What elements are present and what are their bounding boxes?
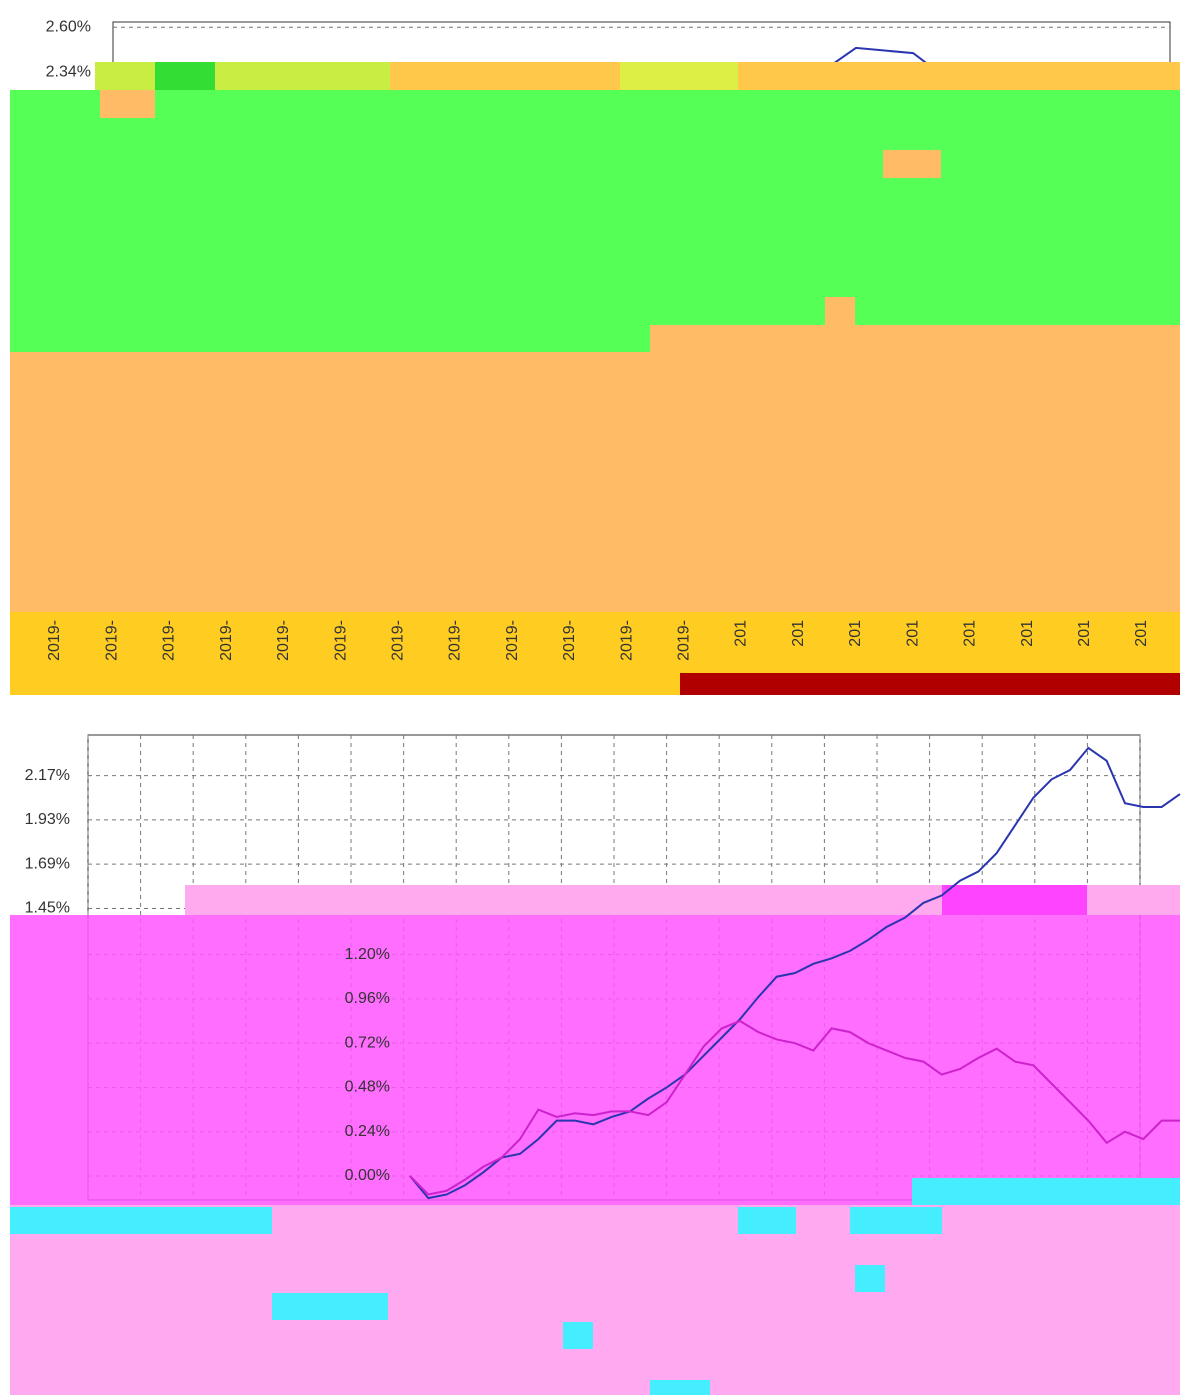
x-tick-label: 201 bbox=[1019, 620, 1036, 647]
block bbox=[825, 297, 855, 325]
y-tick-label: 0.96% bbox=[345, 990, 390, 1007]
y-tick-label: 1.20% bbox=[345, 946, 390, 963]
block bbox=[272, 1293, 388, 1320]
glitch-overlay bbox=[10, 885, 1180, 1395]
x-tick-label: 2019- bbox=[103, 620, 120, 661]
block bbox=[942, 885, 1087, 915]
block bbox=[855, 1265, 885, 1292]
block bbox=[95, 62, 390, 90]
x-tick-label: 201 bbox=[847, 620, 864, 647]
x-tick-label: 2019- bbox=[46, 620, 63, 661]
block bbox=[10, 1205, 1180, 1395]
y-tick-label: 0.24% bbox=[345, 1123, 390, 1140]
x-axis-labels: 2019- 2019- 2019- 2019- 2019- 2019- 2019- 2019-… bbox=[46, 620, 1150, 661]
x-tick-label: 201 bbox=[790, 620, 807, 647]
x-tick-label: 2019- bbox=[389, 620, 406, 661]
block bbox=[650, 1380, 710, 1395]
block bbox=[390, 62, 1180, 90]
block bbox=[883, 150, 941, 178]
block bbox=[620, 62, 738, 90]
block bbox=[650, 325, 1180, 352]
x-tick-label: 2019- bbox=[504, 620, 521, 661]
y-tick-label: 1.93% bbox=[25, 811, 70, 828]
x-tick-label: 2019- bbox=[275, 620, 292, 661]
block bbox=[912, 1178, 1180, 1205]
x-tick-label: 2019- bbox=[618, 620, 635, 661]
x-tick-label: 201 bbox=[733, 620, 750, 647]
block bbox=[10, 1207, 272, 1234]
y-tick-label: 1.45% bbox=[25, 900, 70, 917]
x-tick-label: 201 bbox=[1133, 620, 1150, 647]
block bbox=[100, 90, 155, 118]
block bbox=[563, 1322, 593, 1349]
x-tick-label: 2019- bbox=[218, 620, 235, 661]
block bbox=[155, 62, 215, 90]
x-tick-label: 2019- bbox=[161, 620, 178, 661]
block bbox=[738, 1207, 796, 1234]
y-tick-label: 2.34% bbox=[46, 63, 91, 80]
data-line bbox=[409, 1019, 1180, 1196]
y-tick-label: 2.17% bbox=[25, 767, 70, 784]
x-tick-label: 2019- bbox=[332, 620, 349, 661]
x-tick-label: 201 bbox=[904, 620, 921, 647]
glitch-overlay bbox=[10, 62, 1180, 695]
y-tick-label: 1.69% bbox=[25, 855, 70, 872]
block bbox=[10, 90, 1180, 352]
y-tick-label: 0.48% bbox=[345, 1079, 390, 1096]
y-tick-label: 0.72% bbox=[345, 1034, 390, 1051]
y-tick-label: 0.00% bbox=[345, 1167, 390, 1184]
block bbox=[10, 352, 1180, 612]
data-line bbox=[409, 746, 1181, 1200]
x-tick-label: 2019- bbox=[676, 620, 693, 661]
x-tick-label: 2019- bbox=[447, 620, 464, 661]
block bbox=[10, 915, 1180, 1205]
x-tick-label: 201 bbox=[962, 620, 979, 647]
y-tick-label: 2.60% bbox=[46, 18, 91, 35]
block bbox=[680, 673, 1180, 695]
x-tick-label: 2019- bbox=[561, 620, 578, 661]
x-tick-label: 201 bbox=[1076, 620, 1093, 647]
block bbox=[850, 1207, 942, 1234]
